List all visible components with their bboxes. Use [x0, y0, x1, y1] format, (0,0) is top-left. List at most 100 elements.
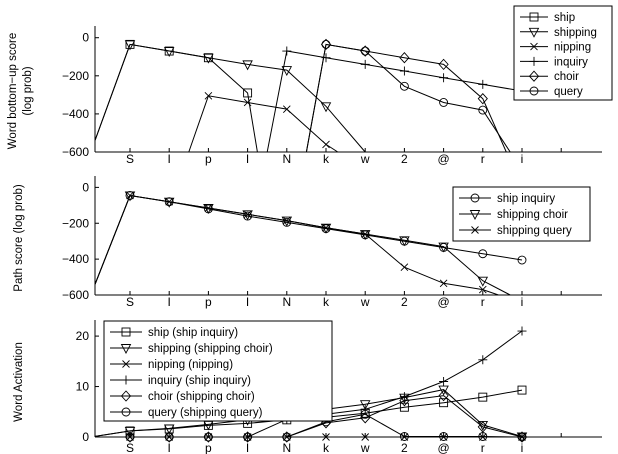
legend-marker: [120, 344, 132, 354]
data-point: [203, 432, 213, 442]
y-tick-label: −400: [62, 107, 89, 121]
series-line: [95, 43, 258, 153]
data-point: [477, 421, 488, 433]
x-tick-label: S: [126, 152, 134, 166]
data-point: [124, 426, 136, 437]
x-tick-label: i: [521, 295, 524, 309]
legend-box: [513, 5, 613, 101]
x-tick-label: w: [360, 152, 370, 166]
legend-entry: ship: [520, 12, 575, 24]
data-point: [438, 385, 449, 396]
y-tick-label: 0: [82, 180, 89, 194]
y-tick-label: −200: [62, 69, 89, 83]
data-point: [438, 242, 449, 253]
x-tick-label: r: [481, 295, 485, 309]
y-tick-label: −600: [62, 288, 89, 302]
legend-label: ship (ship inquiry): [148, 327, 238, 339]
data-point: [281, 66, 293, 77]
legend-marker: [528, 70, 540, 82]
data-point: [439, 432, 449, 441]
data-point: [399, 66, 409, 76]
data-point: [399, 236, 410, 247]
legend-label: shipping: [554, 27, 597, 39]
legend-label: ship inquiry: [497, 193, 555, 205]
data-point: [360, 46, 370, 56]
y-tick-label: 0: [82, 31, 89, 45]
data-point: [439, 98, 449, 107]
data-point: [399, 81, 409, 91]
data-point: [516, 431, 528, 443]
data-point: [478, 355, 488, 365]
y-tick-label: 10: [76, 380, 90, 394]
data-point: [204, 204, 213, 212]
series-query: [305, 39, 511, 153]
legend-marker: [121, 407, 131, 417]
legend-marker: [470, 193, 480, 203]
data-point: [360, 45, 371, 57]
x-tick-label: k: [323, 441, 330, 454]
legend-marker: [471, 226, 479, 234]
legend-entry: shipping (shipping choir): [110, 343, 273, 355]
legend-label: shipping query: [497, 225, 572, 237]
legend: ship (ship inquiry) shipping (shipping ch…: [103, 320, 333, 422]
x-tick-label: p: [205, 441, 212, 454]
x-tick-label: I: [168, 152, 171, 166]
y-tick-label: 0: [82, 430, 89, 444]
y-axis-label: Word bottom−up score: [7, 33, 19, 149]
data-point: [478, 285, 487, 294]
legend-entry: shipping choir: [459, 209, 568, 221]
legend-entry: choir (shipping choir): [110, 390, 255, 403]
x-tick-label: I: [246, 152, 249, 166]
series-line: [266, 50, 523, 153]
x-tick-label: I: [246, 295, 249, 309]
x-tick-label: w: [360, 441, 370, 454]
legend: ship shipping nipping inquiry choir query: [513, 5, 613, 101]
legend-entry: nipping (nipping): [110, 359, 233, 371]
series-line: [95, 194, 499, 296]
data-point: [320, 102, 332, 113]
x-tick-label: w: [360, 295, 370, 309]
data-point: [478, 79, 488, 89]
data-point: [203, 53, 213, 63]
x-tick-label: I: [168, 295, 171, 309]
x-tick-label: @: [438, 295, 450, 309]
data-point: [438, 389, 449, 402]
data-point: [439, 398, 449, 408]
legend-marker: [528, 27, 540, 38]
legend-entry: query: [520, 86, 583, 98]
data-point: [399, 392, 409, 402]
data-point: [360, 409, 370, 419]
data-point: [243, 88, 253, 98]
data-point: [439, 279, 448, 288]
data-point: [203, 431, 214, 443]
x-tick-label: I: [168, 441, 171, 454]
legend-entry: inquiry: [520, 56, 588, 68]
series-line: [95, 43, 366, 153]
legend-entry: ship (ship inquiry): [110, 327, 238, 339]
y-tick-label: −400: [62, 252, 89, 266]
data-point: [204, 91, 213, 100]
legend-label: query (shipping query): [148, 407, 263, 419]
y-tick-label: −200: [62, 216, 89, 230]
legend-marker: [121, 327, 131, 337]
x-tick-label: 2: [401, 295, 408, 309]
series-line: [305, 43, 511, 153]
data-point: [164, 46, 174, 56]
data-point: [477, 276, 489, 287]
legend-marker: [120, 390, 132, 402]
y-axis-label: Word Activation: [13, 342, 25, 422]
x-tick-label: i: [521, 152, 524, 166]
data-point: [359, 230, 371, 240]
legend-marker: [469, 210, 481, 220]
legend-marker: [529, 56, 539, 66]
legend-label: choir: [554, 71, 579, 83]
data-point: [399, 395, 410, 407]
legend-label: nipping: [554, 42, 591, 54]
data-point: [163, 424, 175, 435]
x-tick-label: N: [282, 441, 291, 454]
legend-entry: inquiry (ship inquiry): [110, 375, 251, 387]
series-choir: [305, 38, 507, 153]
series-shipping: [95, 40, 366, 153]
